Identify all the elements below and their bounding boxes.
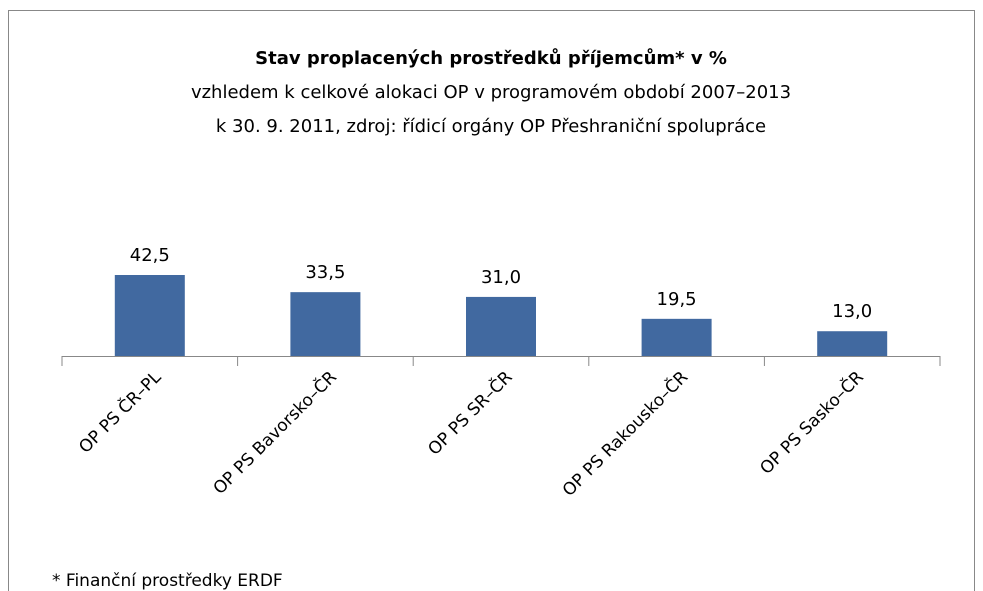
data-label: 33,5 (305, 262, 345, 283)
bar (466, 296, 536, 356)
chart-subtitle: vzhledem k celkové alokaci OP v programo… (191, 82, 791, 103)
data-label: 42,5 (130, 245, 170, 266)
chart-title: Stav proplacených prostředků příjemcům* … (255, 47, 727, 69)
bar (114, 275, 185, 356)
data-label: 13,0 (832, 301, 872, 322)
bar (290, 292, 361, 356)
chart-subtitle: k 30. 9. 2011, zdroj: řídicí orgány OP P… (216, 116, 766, 137)
bar (641, 318, 712, 356)
data-label: 31,0 (481, 267, 521, 288)
bar (817, 331, 888, 356)
footnote: * Finanční prostředky ERDF (52, 571, 283, 591)
data-label: 19,5 (657, 289, 697, 310)
